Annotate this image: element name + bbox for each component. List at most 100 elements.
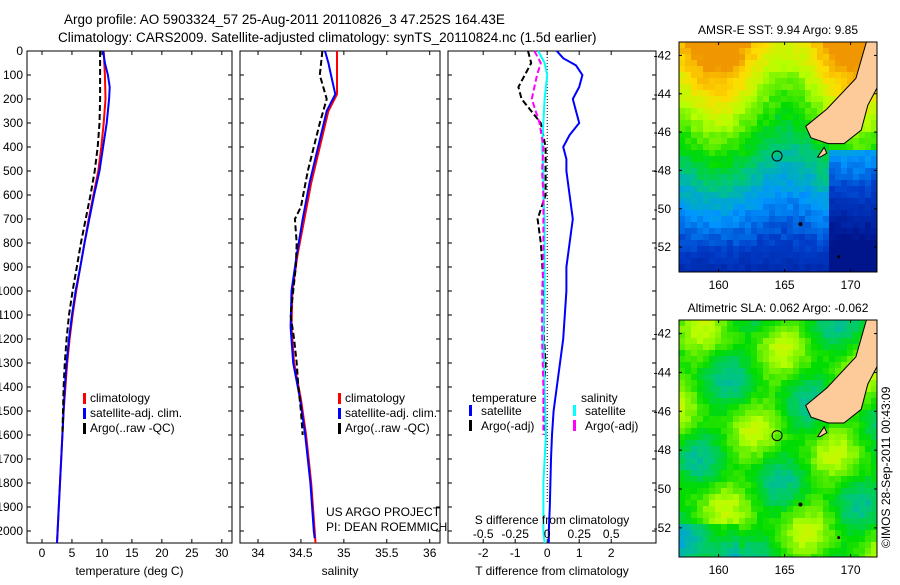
map-cell bbox=[811, 222, 817, 228]
map-cell bbox=[697, 144, 703, 150]
map-cell bbox=[691, 386, 697, 392]
map-cell bbox=[781, 156, 787, 162]
map-cell bbox=[829, 506, 835, 512]
map-cell bbox=[745, 180, 751, 186]
map-cell bbox=[823, 482, 829, 488]
map-cell bbox=[703, 156, 709, 162]
map-cell bbox=[835, 174, 841, 180]
map-cell bbox=[859, 168, 865, 174]
map-cell bbox=[787, 270, 793, 272]
legend-swatch bbox=[469, 420, 472, 431]
map-cell bbox=[835, 494, 841, 500]
map-cell bbox=[847, 72, 853, 78]
map-cell bbox=[679, 180, 685, 186]
map-cell bbox=[715, 320, 721, 326]
map-cell bbox=[697, 180, 703, 186]
map-cell bbox=[817, 500, 823, 506]
map-cell bbox=[679, 96, 685, 102]
map-cell bbox=[781, 344, 787, 350]
map-cell bbox=[685, 374, 691, 380]
map-cell bbox=[733, 126, 739, 132]
map-cell bbox=[751, 530, 757, 536]
map-cell bbox=[715, 464, 721, 470]
map-cell bbox=[823, 228, 829, 234]
map-cell bbox=[769, 210, 775, 216]
map-cell bbox=[703, 114, 709, 120]
map-cell bbox=[847, 494, 853, 500]
map-cell bbox=[727, 500, 733, 506]
map-cell bbox=[679, 192, 685, 198]
map-cell bbox=[805, 326, 811, 332]
map-cell bbox=[709, 264, 715, 270]
map-cell bbox=[787, 162, 793, 168]
map-cell bbox=[745, 338, 751, 344]
map-cell bbox=[727, 258, 733, 264]
map-cell bbox=[751, 512, 757, 518]
map-cell bbox=[775, 362, 781, 368]
map-cell bbox=[763, 180, 769, 186]
map-cell bbox=[853, 264, 859, 270]
map-cell bbox=[709, 78, 715, 84]
map-cell bbox=[811, 162, 817, 168]
map-cell bbox=[787, 524, 793, 530]
map-cell bbox=[721, 410, 727, 416]
legend-entry: climatology bbox=[90, 391, 150, 405]
map-cell bbox=[745, 350, 751, 356]
map-cell bbox=[745, 512, 751, 518]
map-cell bbox=[817, 270, 823, 272]
map-cell bbox=[745, 470, 751, 476]
map-cell bbox=[781, 108, 787, 114]
map-cell bbox=[835, 84, 841, 90]
map-cell bbox=[769, 464, 775, 470]
map-cell bbox=[697, 554, 703, 557]
map-cell bbox=[745, 210, 751, 216]
map-cell bbox=[847, 524, 853, 530]
map-cell bbox=[727, 228, 733, 234]
map-cell bbox=[685, 368, 691, 374]
map-cell bbox=[811, 440, 817, 446]
map-cell bbox=[775, 42, 781, 48]
map-cell bbox=[793, 54, 799, 60]
map-cell bbox=[805, 338, 811, 344]
map-cell bbox=[835, 548, 841, 554]
map-cell bbox=[751, 174, 757, 180]
map-cell bbox=[865, 488, 871, 494]
map-cell bbox=[835, 338, 841, 344]
map-cell bbox=[697, 192, 703, 198]
map-cell bbox=[841, 270, 847, 272]
map-cell bbox=[817, 488, 823, 494]
map-cell bbox=[823, 168, 829, 174]
map-cell bbox=[709, 114, 715, 120]
map-cell bbox=[871, 512, 877, 518]
map-cell bbox=[853, 488, 859, 494]
legend-entry: climatology bbox=[345, 391, 405, 405]
map-cell bbox=[757, 380, 763, 386]
map-cell bbox=[781, 84, 787, 90]
map-cell bbox=[679, 350, 685, 356]
map-cell bbox=[859, 186, 865, 192]
map-cell bbox=[823, 54, 829, 60]
map-cell bbox=[775, 210, 781, 216]
x-tick-label: 34.5 bbox=[289, 546, 313, 560]
map-cell bbox=[775, 138, 781, 144]
map-cell bbox=[871, 524, 877, 530]
map-cell bbox=[721, 252, 727, 258]
map-cell bbox=[799, 162, 805, 168]
map-cell bbox=[715, 240, 721, 246]
map-cell bbox=[739, 320, 745, 326]
map-cell bbox=[697, 126, 703, 132]
map-cell bbox=[709, 374, 715, 380]
map-cell bbox=[847, 198, 853, 204]
map-cell bbox=[685, 252, 691, 258]
map-cell bbox=[703, 446, 709, 452]
x-tick-label: 165 bbox=[775, 278, 795, 292]
map-cell bbox=[847, 422, 853, 428]
map-cell bbox=[847, 488, 853, 494]
map-cell bbox=[805, 108, 811, 114]
map-cell bbox=[715, 500, 721, 506]
map-cell bbox=[763, 320, 769, 326]
map-cell bbox=[691, 72, 697, 78]
map-cell bbox=[799, 542, 805, 548]
map-cell bbox=[751, 368, 757, 374]
map-cell bbox=[847, 356, 853, 362]
